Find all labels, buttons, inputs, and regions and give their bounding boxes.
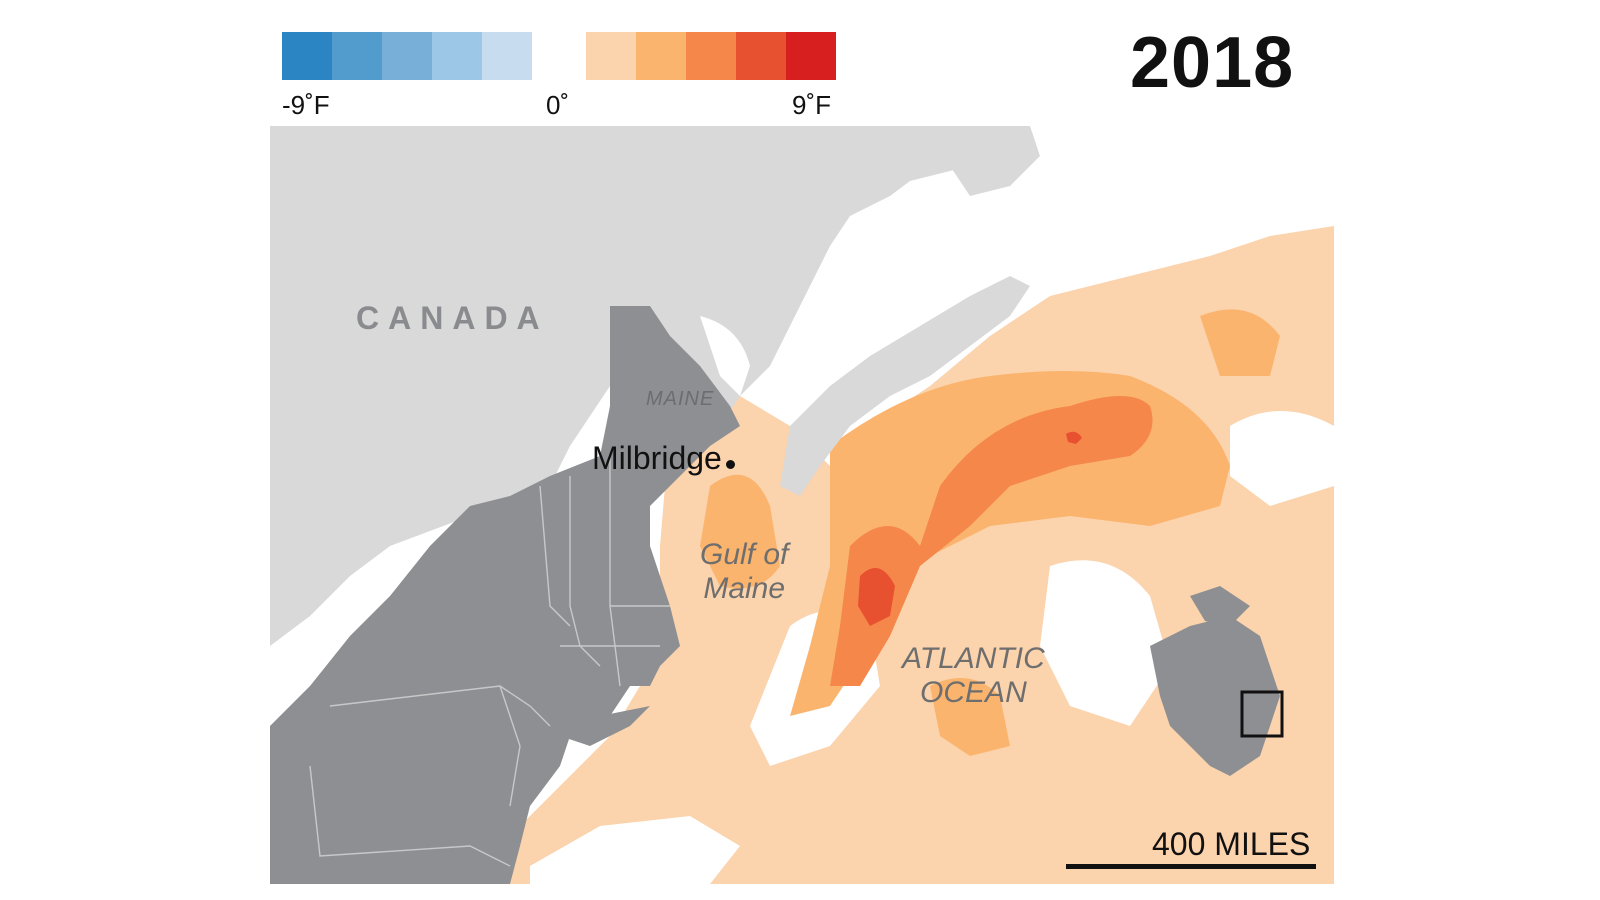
legend-swatch-warm-3 (686, 32, 736, 80)
canada-land (270, 126, 970, 646)
legend-swatch-warm-1 (586, 32, 636, 80)
us-land (270, 306, 740, 884)
label-canada: CANADA (356, 300, 549, 336)
legend-min-label: -9˚F (282, 90, 330, 120)
locator-map (1150, 586, 1284, 776)
scale-label: 400 MILES (1152, 826, 1311, 862)
label-atlantic-ocean: ATLANTIC OCEAN (902, 642, 1045, 710)
label-gulf-line2: Maine (703, 572, 786, 605)
map-svg (270, 126, 1334, 884)
year-title: 2018 (1130, 23, 1295, 103)
label-milbridge: Milbridge (592, 440, 722, 476)
ocean-gap-4 (1230, 411, 1334, 506)
anomaly-warm-4b (1066, 431, 1082, 444)
newfoundland-piece (950, 126, 1040, 196)
locator-canada-arctic (1190, 586, 1250, 626)
legend-swatch-cool-3 (382, 32, 432, 80)
anomaly-warm-2c (930, 678, 1010, 756)
temperature-legend: -9˚F 0˚ 9˚F (282, 32, 872, 122)
label-ocean-line2: OCEAN (920, 676, 1027, 709)
legend-swatch-warm-2 (636, 32, 686, 80)
label-maine: MAINE (646, 388, 715, 410)
label-gulf-of-maine: Gulf of Maine (700, 538, 788, 606)
legend-max-label: 9˚F (792, 90, 831, 120)
state-boundaries (309, 456, 670, 867)
anomaly-warm-2d (1200, 309, 1280, 376)
anomaly-warm-4a (858, 568, 895, 626)
label-gulf-line1: Gulf of (700, 538, 789, 571)
ocean-gap-3 (530, 816, 740, 884)
long-island (560, 706, 650, 746)
scale-bar (1066, 864, 1316, 869)
ocean-gap-2 (1040, 560, 1170, 726)
legend-mid-label: 0˚ (546, 90, 570, 120)
anomaly-warm-3 (830, 396, 1153, 686)
legend-swatch-cool-2 (332, 32, 382, 80)
map-area (270, 126, 1334, 884)
milbridge-marker-icon (726, 460, 735, 469)
label-ocean-line1: ATLANTIC (902, 642, 1045, 675)
legend-swatch-cool-4 (432, 32, 482, 80)
locator-frame-icon (1240, 690, 1284, 738)
nova-scotia (780, 276, 1030, 496)
legend-swatch-cool-5 (482, 32, 532, 80)
legend-swatch-warm-5 (786, 32, 836, 80)
legend-swatch-warm-4 (736, 32, 786, 80)
legend-swatch-cool-1 (282, 32, 332, 80)
new-brunswick-gap (700, 316, 750, 396)
anomaly-warm-2a (700, 474, 780, 589)
